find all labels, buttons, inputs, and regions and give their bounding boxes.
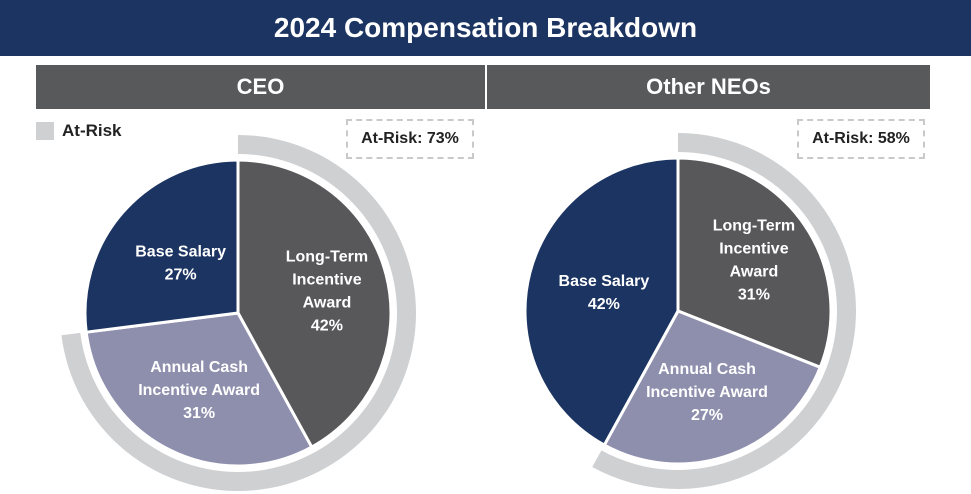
slice-label-line: Incentive Award <box>138 382 260 399</box>
ceo-slice-label-annual-cash-incentive-award: Annual Cash Incentive Award 31% <box>138 359 260 422</box>
slice-value: 42% <box>588 296 620 313</box>
slice-label-line: Long-Term <box>713 218 795 235</box>
ceo-slice-base-salary <box>83 158 240 334</box>
slice-label-line: Incentive Award <box>646 384 768 401</box>
slice-label-line: Award <box>303 294 352 311</box>
ceo-slice-long-term-incentive-award <box>236 158 393 449</box>
ceo-at-risk-label: At-Risk: 73% <box>346 119 474 159</box>
slice-value: 31% <box>183 405 215 422</box>
slice-label-line: Annual Cash <box>150 359 248 376</box>
neo-slice-base-salary <box>523 156 680 447</box>
ceo-slice-label-long-term-incentive-award: Long-Term Incentive Award 42% <box>286 248 368 334</box>
slice-label-line: Incentive <box>719 241 788 258</box>
slice-value: 27% <box>165 267 197 284</box>
slice-value: 27% <box>691 407 723 424</box>
legend-label: At-Risk <box>62 121 122 140</box>
neo-panel-header: Other NEOs <box>487 65 930 109</box>
neo-slice-label-base-salary: Base Salary 42% <box>559 273 650 313</box>
neo-at-risk-label: At-Risk: 58% <box>797 119 925 159</box>
slice-label-line: Base Salary <box>559 273 650 290</box>
slice-label-line: Award <box>730 264 779 281</box>
slice-label-line: Annual Cash <box>658 361 756 378</box>
slice-label-line: Long-Term <box>286 248 368 265</box>
neo-slice-long-term-incentive-award <box>676 156 833 369</box>
slice-label-line: Incentive <box>292 271 361 288</box>
slice-value: 31% <box>738 287 770 304</box>
legend-swatch <box>36 122 54 140</box>
legend: At-Risk <box>36 121 122 141</box>
ceo-slice-annual-cash-incentive-award <box>84 311 314 468</box>
slice-label-line: Base Salary <box>135 244 226 261</box>
neo-slice-label-annual-cash-incentive-award: Annual Cash Incentive Award 27% <box>646 361 768 424</box>
ceo-panel-header: CEO <box>36 65 485 109</box>
slice-value: 42% <box>311 317 343 334</box>
page-title: 2024 Compensation Breakdown <box>0 0 971 56</box>
ceo-slice-label-base-salary: Base Salary 27% <box>135 244 226 284</box>
neo-slice-label-long-term-incentive-award: Long-Term Incentive Award 31% <box>713 218 795 304</box>
